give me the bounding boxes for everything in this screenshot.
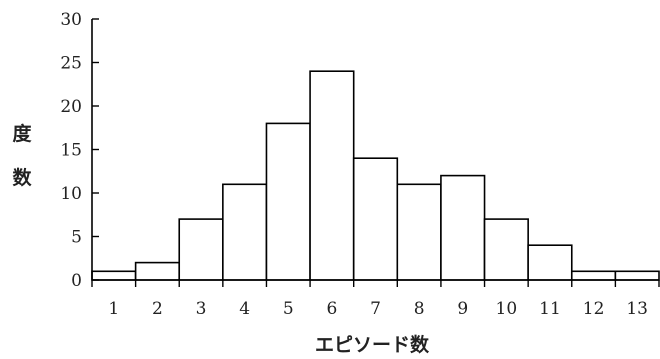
x-tick-label-7: 7 bbox=[370, 299, 381, 319]
bar-4 bbox=[222, 183, 268, 281]
y-tick-label-20: 20 bbox=[60, 97, 82, 117]
bar-5 bbox=[265, 122, 311, 281]
y-tick-label-30: 30 bbox=[60, 10, 82, 30]
bars-group bbox=[91, 70, 660, 281]
y-tick-label-5: 5 bbox=[71, 228, 82, 248]
bar-3 bbox=[178, 218, 224, 281]
y-tick-label-0: 0 bbox=[71, 271, 82, 291]
bar-8 bbox=[396, 183, 442, 281]
bar-13 bbox=[614, 270, 660, 281]
x-ticks-group: 1 2 3 4 5 6 7 8 9 10 11 12 13 bbox=[91, 280, 660, 319]
x-tick-label-1: 1 bbox=[108, 299, 119, 319]
x-tick-label-8: 8 bbox=[414, 299, 425, 319]
x-tick-label-5: 5 bbox=[283, 299, 294, 319]
y-tick-label-10: 10 bbox=[60, 184, 82, 204]
bar-6 bbox=[309, 70, 355, 281]
x-tick-label-12: 12 bbox=[583, 299, 605, 319]
x-tick-label-3: 3 bbox=[196, 299, 207, 319]
bar-7 bbox=[352, 157, 399, 281]
bar-11 bbox=[527, 244, 573, 281]
y-tick-label-25: 25 bbox=[60, 54, 82, 74]
x-axis-label: エピソード数 bbox=[315, 333, 430, 356]
y-tick-label-15: 15 bbox=[60, 141, 82, 161]
bar-9 bbox=[440, 174, 486, 281]
bar-10 bbox=[483, 218, 529, 281]
y-axis-label-line-1: 度 bbox=[12, 122, 32, 145]
y-ticks-group: 0 5 10 15 20 25 30 bbox=[60, 10, 99, 291]
x-tick-label-6: 6 bbox=[326, 299, 337, 319]
x-tick-label-11: 11 bbox=[539, 299, 561, 319]
bar-12 bbox=[570, 270, 617, 281]
x-tick-label-9: 9 bbox=[457, 299, 468, 319]
x-tick-label-2: 2 bbox=[152, 299, 163, 319]
x-tick-label-13: 13 bbox=[626, 299, 648, 319]
x-tick-label-10: 10 bbox=[496, 299, 518, 319]
bar-1 bbox=[91, 270, 137, 281]
bar-2 bbox=[134, 261, 181, 281]
y-axis-label-line-2: 数 bbox=[12, 166, 32, 189]
x-tick-label-4: 4 bbox=[239, 299, 250, 319]
